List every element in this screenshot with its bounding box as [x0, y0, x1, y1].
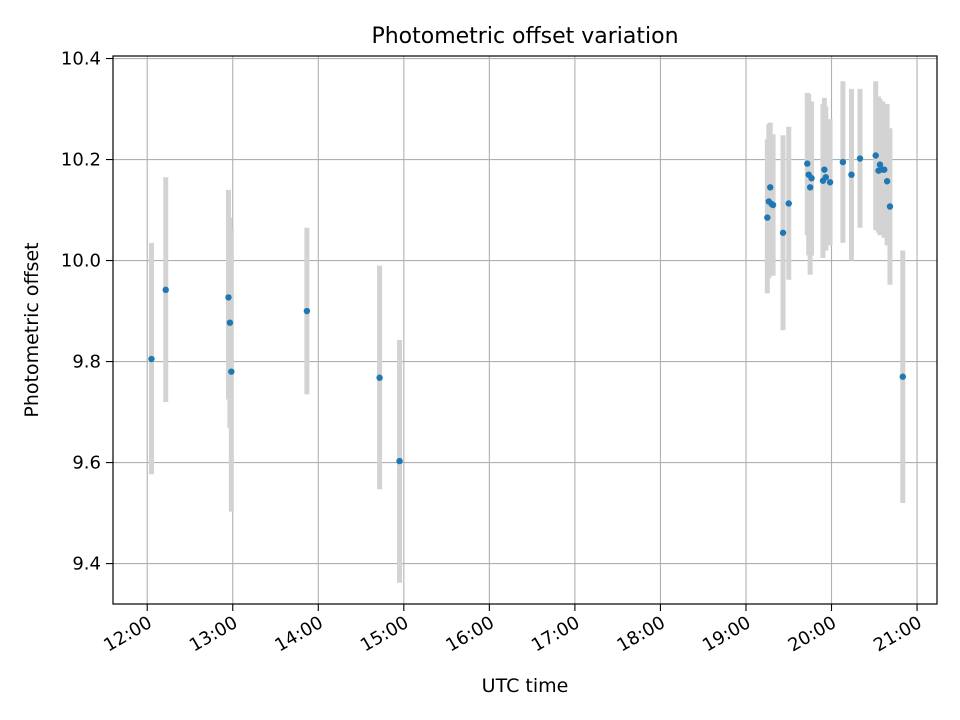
data-point [303, 307, 311, 315]
data-point [821, 166, 828, 173]
data-point [376, 374, 383, 381]
data-point [226, 319, 234, 326]
data-point [899, 373, 906, 380]
y-tick-label: 9.6 [72, 453, 101, 474]
data-point [826, 179, 834, 186]
data-point [396, 457, 403, 465]
data-point [886, 203, 894, 210]
data-point [225, 294, 232, 301]
data-point [779, 229, 787, 236]
x-axis-label: UTC time [482, 675, 569, 697]
y-axis: 9.4 9.6 9.8 10.0 10.2 10.4 [61, 49, 113, 575]
data-point [848, 171, 855, 178]
chart-title: Photometric offset variation [371, 24, 678, 49]
y-axis-label: Photometric offset [21, 242, 43, 417]
data-point [808, 175, 815, 182]
data-point [764, 214, 771, 221]
data-point [785, 200, 792, 207]
y-tick-label: 10.2 [61, 150, 101, 171]
y-tick-label: 10.0 [61, 251, 101, 272]
y-tick-label: 9.8 [72, 352, 101, 373]
data-point [767, 184, 774, 191]
data-point [839, 158, 847, 166]
data-point [162, 286, 169, 294]
data-point [806, 184, 814, 191]
data-points [148, 152, 906, 465]
data-point [883, 178, 891, 185]
data-point [769, 201, 777, 209]
data-point [804, 160, 811, 167]
data-point [872, 152, 879, 159]
y-tick-label: 9.4 [72, 554, 101, 575]
data-point [148, 355, 155, 363]
y-tick-label: 10.4 [61, 49, 101, 70]
data-point [876, 161, 884, 168]
data-point [856, 155, 864, 162]
data-point [228, 368, 235, 375]
plot-frame [112, 55, 938, 605]
data-point [881, 166, 888, 173]
data-point [822, 174, 830, 181]
